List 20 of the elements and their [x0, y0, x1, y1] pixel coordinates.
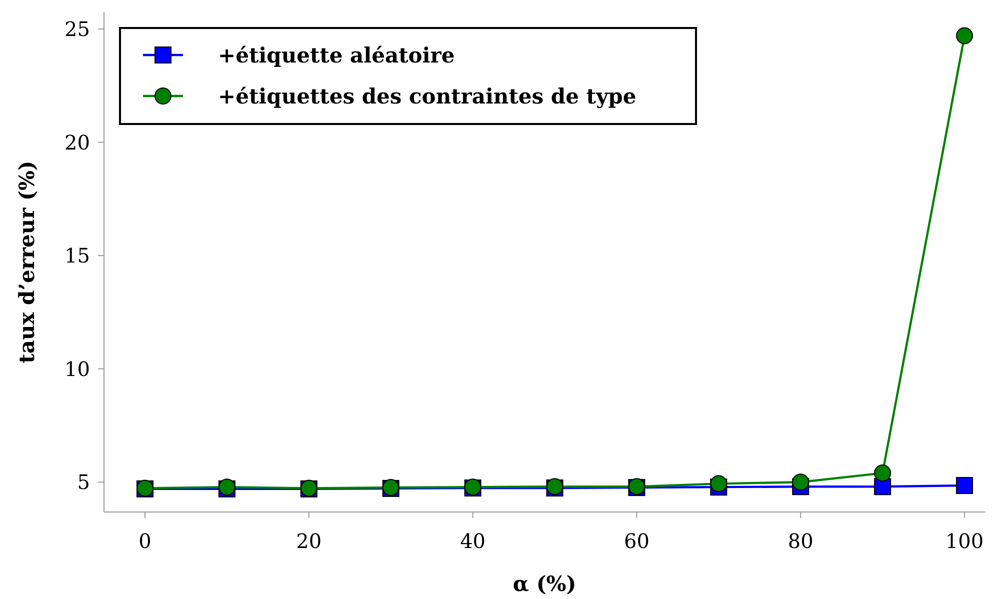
y-tick-label: 20 [64, 130, 90, 154]
x-tick-label: 80 [788, 529, 814, 553]
x-axis-title: α (%) [512, 571, 576, 596]
point [710, 475, 728, 492]
x-tick-label: 0 [138, 529, 152, 553]
y-axis-title: taux d’erreur (%) [14, 160, 39, 364]
legend-label: +étiquette aléatoire [218, 42, 455, 68]
x-tick-label: 100 [945, 529, 984, 553]
y-tick-label: 10 [64, 356, 90, 381]
point [956, 476, 974, 494]
y-tick-label: 15 [64, 244, 90, 268]
point [956, 27, 974, 44]
y-tick-label: 5 [77, 470, 90, 494]
x-tick-label: 40 [460, 529, 486, 553]
x-tick-label: 60 [624, 529, 650, 553]
x-tick-label: 20 [296, 529, 322, 553]
legend-label: +étiquettes des contraintes de type [218, 83, 636, 108]
point [874, 464, 892, 482]
point [792, 474, 810, 491]
y-tick-label: 25 [64, 16, 90, 41]
